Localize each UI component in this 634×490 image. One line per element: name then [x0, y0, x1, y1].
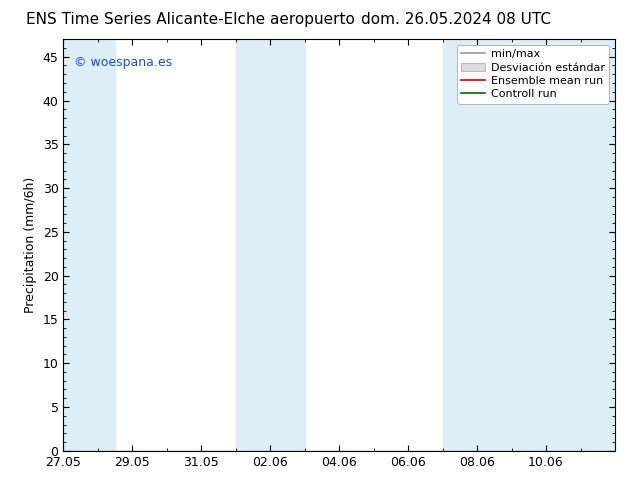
Y-axis label: Precipitation (mm/6h): Precipitation (mm/6h): [24, 177, 37, 313]
Bar: [63, 39, 115, 451]
Bar: [236, 39, 305, 451]
Legend: min/max, Desviación estándar, Ensemble mean run, Controll run: min/max, Desviación estándar, Ensemble m…: [456, 45, 609, 104]
Bar: [443, 39, 615, 451]
Text: ENS Time Series Alicante-Elche aeropuerto: ENS Time Series Alicante-Elche aeropuert…: [26, 12, 354, 27]
Text: © woespana.es: © woespana.es: [74, 56, 172, 69]
Text: dom. 26.05.2024 08 UTC: dom. 26.05.2024 08 UTC: [361, 12, 552, 27]
